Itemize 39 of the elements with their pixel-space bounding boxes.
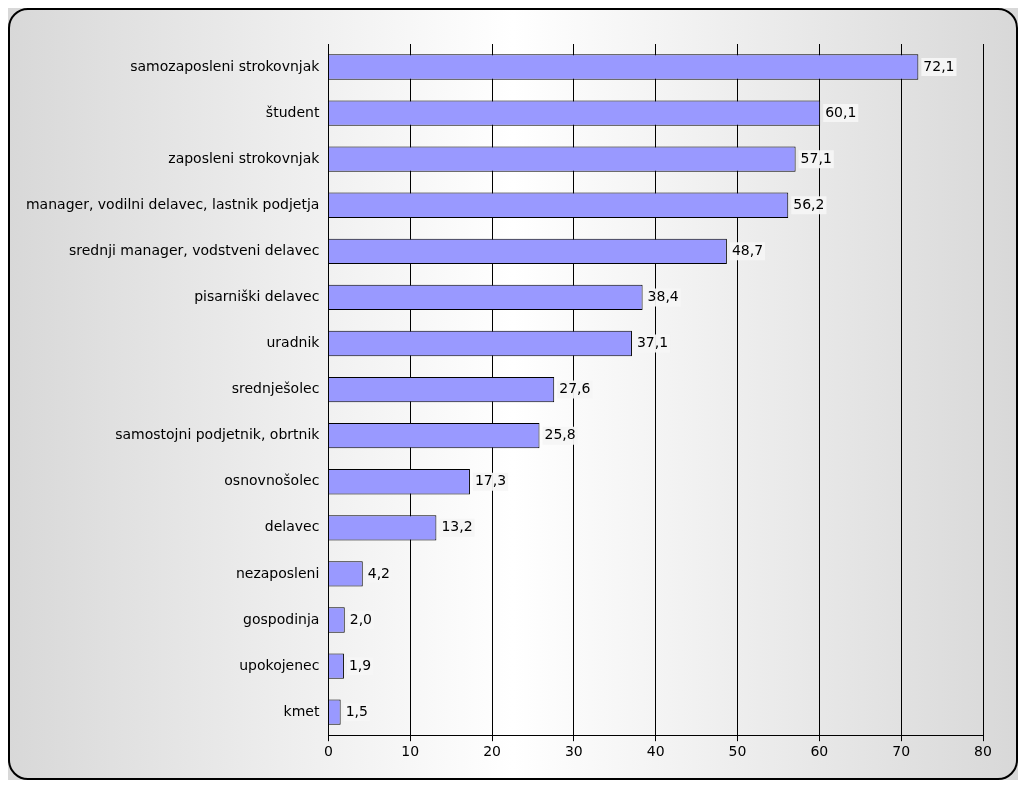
data-label: 1,5	[345, 702, 368, 719]
data-label: 27,6	[559, 380, 591, 397]
y-tick-label: manager, vodilni delavec, lastnik podjetja	[25, 195, 320, 212]
data-label: 57,1	[800, 149, 832, 166]
y-tick-label: delavec	[264, 518, 320, 535]
data-label: 25,8	[544, 426, 576, 443]
x-tick-label: 80	[974, 743, 992, 760]
y-tick-label: upokojenec	[239, 656, 320, 673]
data-label: 72,1	[923, 57, 955, 74]
x-tick-label: 60	[810, 743, 829, 760]
y-tick-label: osnovnošolec	[224, 472, 320, 489]
y-tick-label: samostojni podjetnik, obrtnik	[115, 426, 321, 443]
data-label: 38,4	[647, 288, 679, 305]
x-tick-label: 20	[483, 743, 501, 760]
y-tick-label: kmet	[283, 702, 320, 719]
data-label: 1,9	[348, 656, 372, 673]
data-label: 2,0	[349, 610, 373, 627]
y-tick-label: zaposleni strokovnjak	[168, 149, 321, 166]
y-tick-label: uradnik	[266, 334, 321, 351]
y-tick-label: srednješolec	[231, 380, 320, 397]
x-tick-label: 10	[401, 743, 420, 760]
data-label: 4,2	[367, 564, 391, 581]
x-tick-label: 70	[892, 743, 911, 760]
data-label: 48,7	[731, 242, 764, 258]
y-tick-label: gospodinja	[243, 610, 320, 627]
y-tick-label: nezaposleni	[235, 564, 320, 581]
data-label: 17,3	[474, 472, 507, 489]
y-tick-label: študent	[265, 103, 320, 120]
data-label: 13,2	[441, 518, 473, 535]
data-label: 56,2	[793, 195, 825, 212]
y-tick-label: srednji manager, vodstveni delavec	[69, 242, 320, 258]
data-label: 37,1	[636, 334, 669, 351]
data-label: 60,1	[825, 103, 857, 120]
x-tick-label: 40	[646, 743, 665, 760]
x-tick-label: 50	[728, 743, 747, 760]
x-tick-label: 30	[564, 743, 583, 760]
y-tick-label: pisarniški delavec	[194, 288, 320, 305]
x-tick-label: 0	[323, 743, 333, 760]
y-tick-label: samozaposleni strokovnjak	[130, 57, 321, 74]
